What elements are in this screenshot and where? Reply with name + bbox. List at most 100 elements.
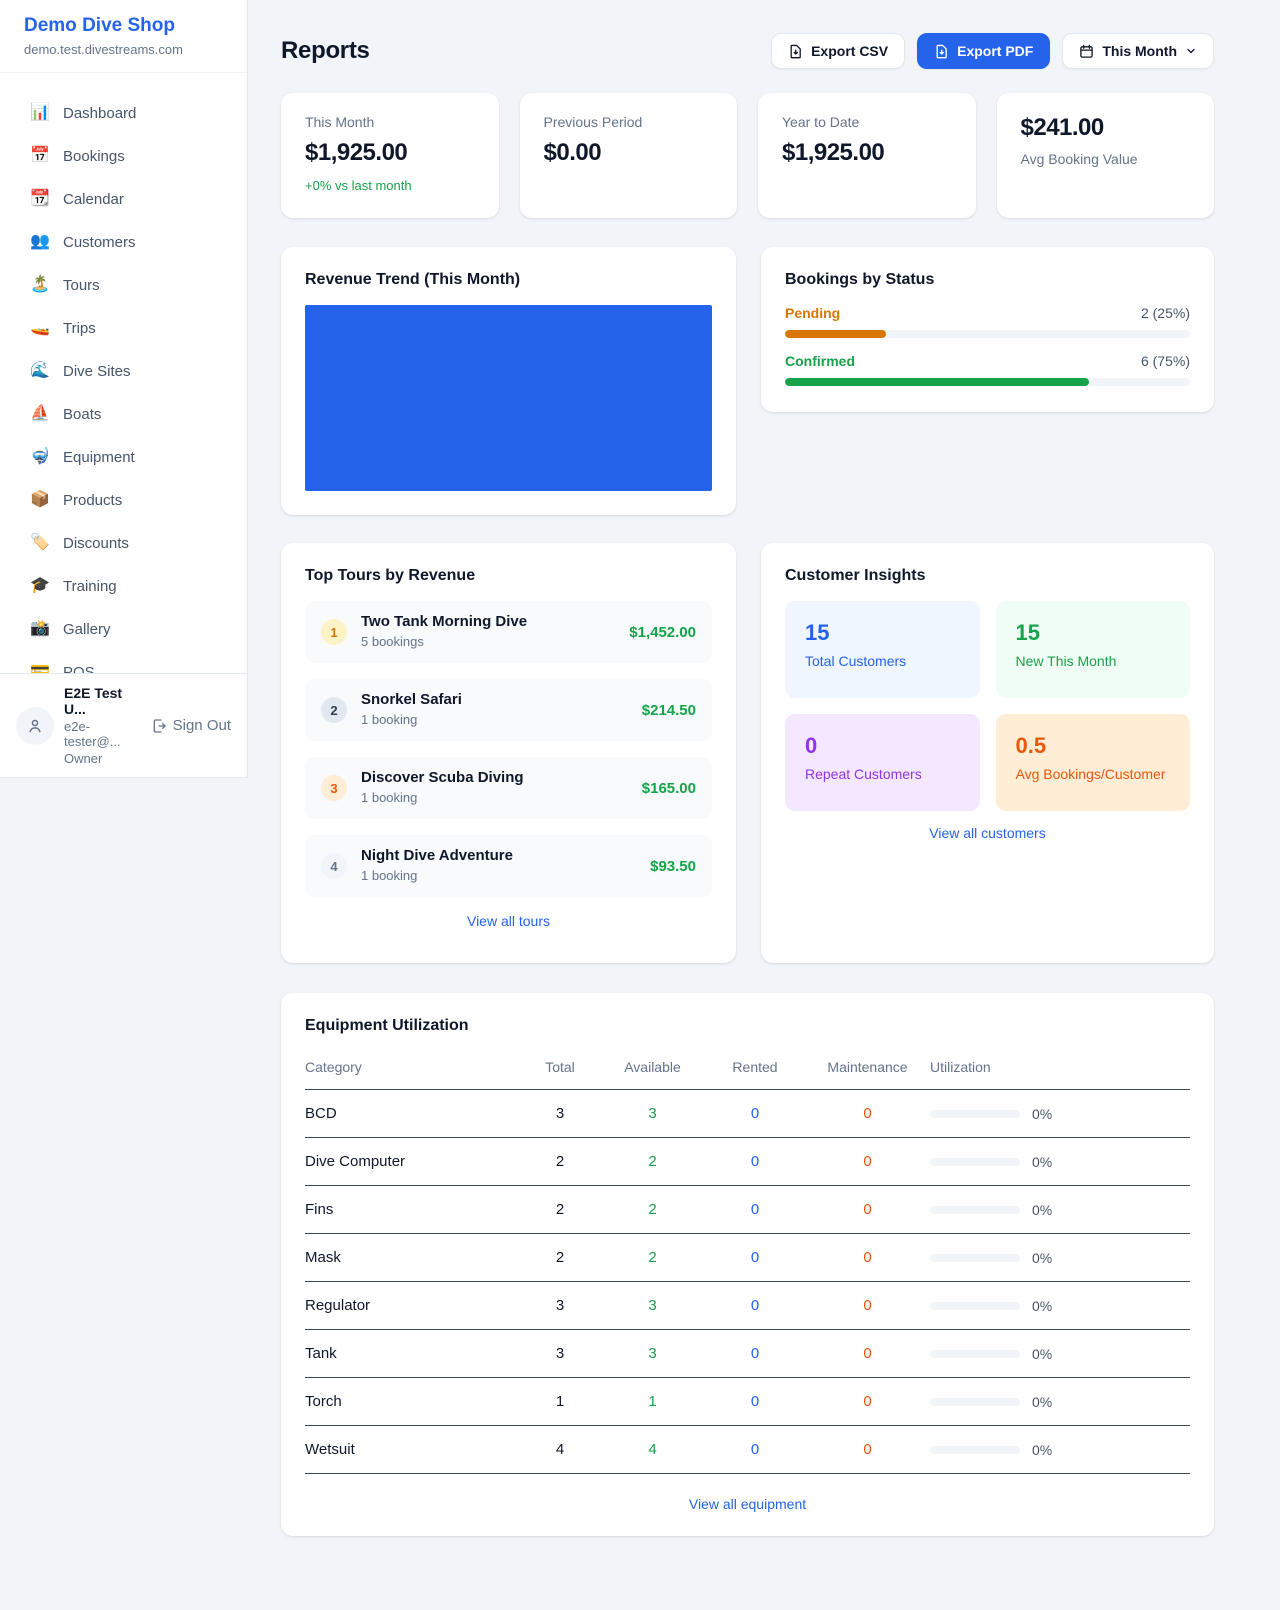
cell-available: 2: [648, 1201, 657, 1218]
sidebar-item-tours[interactable]: 🏝️ Tours: [12, 267, 235, 303]
sidebar-item-gallery[interactable]: 📸 Gallery: [12, 611, 235, 647]
utilization-bar: [930, 1253, 1020, 1262]
sign-out-button[interactable]: Sign Out: [151, 717, 231, 734]
view-all-customers-link[interactable]: View all customers: [929, 825, 1046, 841]
utilization-bar: [930, 1301, 1020, 1310]
sidebar-item-customers[interactable]: 👥 Customers: [12, 224, 235, 260]
sidebar-item-pos[interactable]: 💳 POS: [12, 654, 235, 674]
customer-insights-title: Customer Insights: [785, 567, 926, 584]
package-icon: 📦: [30, 491, 50, 508]
stat-value: $0.00: [543, 139, 602, 166]
bar-chart-icon: 📊: [30, 104, 50, 121]
col-category: Category: [305, 1059, 362, 1075]
sidebar-item-bookings[interactable]: 📅 Bookings: [12, 138, 235, 174]
sidebar-item-label: Products: [63, 491, 123, 509]
cell-category: BCD: [305, 1105, 337, 1122]
stat-value: $1,925.00: [782, 139, 885, 166]
stat-label: Year to Date: [782, 114, 860, 130]
view-all-tours-link[interactable]: View all tours: [466, 913, 550, 929]
sidebar-item-training[interactable]: 🎓 Training: [12, 568, 235, 604]
cell-rented: 0: [750, 1153, 760, 1170]
stat-label: Previous Period: [543, 114, 643, 130]
cell-category: Mask: [305, 1249, 341, 1266]
sidebar-item-label: Trips: [63, 319, 96, 337]
tile-total-customers: 15 Total Customers: [785, 601, 980, 698]
cell-category: Wetsuit: [305, 1441, 355, 1458]
sidebar-item-label: Dashboard: [63, 104, 137, 122]
col-rented: Rented: [732, 1059, 778, 1075]
revenue-trend-title: Revenue Trend (This Month): [305, 271, 521, 288]
sidebar-item-label: Calendar: [63, 190, 124, 208]
tile-label: Avg Bookings/Customer: [1015, 766, 1166, 782]
utilization-percent: 0%: [1032, 1153, 1053, 1170]
cell-total: 4: [555, 1441, 565, 1458]
avatar: [16, 706, 54, 745]
tour-amount: $1,452.00: [629, 623, 696, 641]
brand-domain: demo.test.divestreams.com: [24, 42, 183, 57]
user-email: e2e-tester@...: [64, 719, 121, 749]
utilization-bar: [930, 1157, 1020, 1166]
calendar-icon: [1080, 44, 1094, 58]
wave-icon: 🌊: [30, 362, 50, 379]
col-total: Total: [545, 1059, 575, 1075]
export-csv-button[interactable]: Export CSV: [771, 33, 906, 69]
cell-category: Fins: [305, 1201, 334, 1218]
tour-amount: $214.50: [641, 701, 696, 719]
utilization-percent: 0%: [1032, 1201, 1053, 1218]
camera-icon: 📸: [30, 620, 50, 637]
cell-rented: 0: [750, 1345, 760, 1362]
cell-category: Torch: [305, 1393, 342, 1410]
sidebar-item-label: POS: [63, 663, 95, 674]
tag-icon: 🏷️: [30, 534, 50, 551]
sidebar-item-calendar[interactable]: 📆 Calendar: [12, 181, 235, 217]
sidebar-item-dive-sites[interactable]: 🌊 Dive Sites: [12, 353, 235, 389]
tour-row: 2 Snorkel Safari 1 booking $214.50: [305, 679, 712, 741]
tile-label: Total Customers: [805, 653, 907, 669]
tour-amount: $93.50: [650, 857, 696, 875]
status-bar-fill: [785, 330, 887, 338]
period-dropdown[interactable]: This Month: [1062, 33, 1214, 69]
top-tours-card: Top Tours by Revenue 1 Two Tank Morning …: [281, 543, 736, 963]
sidebar-item-trips[interactable]: 🚤 Trips: [12, 310, 235, 346]
cell-total: 3: [555, 1105, 565, 1122]
stat-label: Avg Booking Value: [1020, 151, 1138, 167]
page-title: Reports: [281, 37, 370, 64]
sidebar-item-label: Training: [63, 577, 117, 595]
cell-total: 1: [555, 1393, 565, 1410]
sidebar-item-boats[interactable]: ⛵ Boats: [12, 396, 235, 432]
stat-card-avg-booking-value: $241.00 Avg Booking Value: [996, 93, 1214, 218]
rank-badge: 2: [321, 697, 347, 723]
table-row: Dive Computer 2 2 0 0 0%: [305, 1138, 1190, 1186]
sidebar-item-label: Gallery: [63, 620, 111, 638]
sign-out-icon: [153, 718, 166, 733]
tour-row: 1 Two Tank Morning Dive 5 bookings $1,45…: [305, 601, 712, 663]
utilization-bar: [930, 1205, 1020, 1214]
sidebar-item-dashboard[interactable]: 📊 Dashboard: [12, 95, 235, 131]
sidebar-item-equipment[interactable]: 🤿 Equipment: [12, 439, 235, 475]
bookings-by-status-title: Bookings by Status: [785, 271, 935, 288]
diving-mask-icon: 🤿: [30, 448, 50, 465]
cell-maintenance: 0: [863, 1249, 872, 1266]
sidebar-item-products[interactable]: 📦 Products: [12, 482, 235, 518]
equipment-utilization-card: Equipment Utilization Category Total Ava…: [281, 993, 1214, 1536]
cell-utilization: 0%: [930, 1202, 1190, 1218]
table-row: Tank 3 3 0 0 0%: [305, 1330, 1190, 1378]
export-pdf-button[interactable]: Export PDF: [917, 33, 1051, 69]
utilization-percent: 0%: [1032, 1393, 1053, 1410]
sidebar-item-label: Tours: [63, 276, 100, 294]
revenue-trend-chart: [305, 305, 712, 491]
cell-rented: 0: [750, 1249, 760, 1266]
cell-total: 3: [555, 1297, 565, 1314]
rank-badge: 4: [321, 853, 347, 879]
user-meta: E2E Test U... e2e-tester@... Owner: [64, 685, 141, 766]
cell-maintenance: 0: [863, 1297, 872, 1314]
utilization-percent: 0%: [1032, 1441, 1053, 1458]
table-row: Mask 2 2 0 0 0%: [305, 1234, 1190, 1282]
stat-card-year-to-date: Year to Date $1,925.00: [758, 93, 976, 218]
cell-maintenance: 0: [863, 1393, 872, 1410]
equipment-utilization-title: Equipment Utilization: [305, 1017, 469, 1034]
sidebar-item-discounts[interactable]: 🏷️ Discounts: [12, 525, 235, 561]
view-all-equipment-link[interactable]: View all equipment: [688, 1496, 807, 1512]
brand-name[interactable]: Demo Dive Shop: [24, 15, 175, 36]
sidebar-item-label: Bookings: [63, 147, 125, 165]
